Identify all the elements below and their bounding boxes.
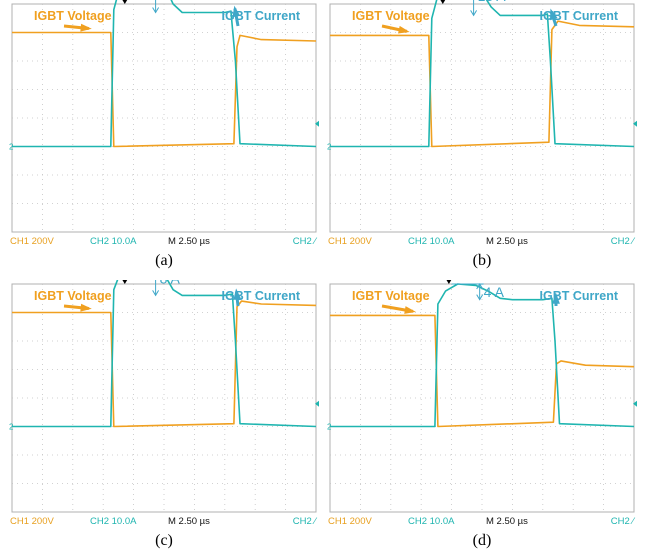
ch2-scale: CH2 10.0A (90, 236, 137, 247)
timebase: M 2.50 µs (486, 516, 528, 527)
scope-panel-d: 2 4 A IGBT Voltage IGBT Current CH1 200V CH2 … (326, 280, 638, 554)
timebase: M 2.50 µs (168, 516, 210, 527)
caption-a: (a) (155, 252, 173, 269)
current-label: IGBT Current (222, 289, 301, 303)
trigger-level-marker (315, 400, 319, 407)
current-arrowhead (233, 288, 242, 300)
trigger-source: CH2 ∕ (611, 516, 636, 527)
scope-panel-c: 2 8 A IGBT Voltage IGBT Current CH1 200V CH2 … (8, 280, 320, 554)
annotation-arrowhead-bottom (470, 10, 478, 17)
voltage-arrowhead (80, 303, 92, 312)
current-waveform (12, 0, 317, 148)
caption-b: (b) (472, 252, 492, 269)
trigger-source: CH2 ∕ (293, 516, 318, 527)
trigger-position-marker (122, 280, 128, 284)
voltage-waveform (12, 300, 317, 428)
trigger-level-marker (633, 400, 637, 407)
ch2-ground-marker: 2 (327, 143, 332, 152)
voltage-waveform (330, 314, 635, 428)
annotation-arrowhead-top (476, 283, 484, 290)
ch2-scale: CH2 10.0A (408, 236, 455, 247)
current-waveform (330, 0, 635, 148)
scope-panel-b: 2 13 A IGBT Voltage IGBT Current CH1 200V CH2… (326, 0, 638, 274)
current-arrowhead (550, 8, 558, 21)
peak-overshoot-label: 4 A (484, 284, 505, 300)
annotation-arrowhead-bottom (476, 294, 484, 301)
voltage-arrowhead (398, 25, 410, 34)
ch1-scale: CH1 200V (328, 516, 372, 527)
current-arrowhead (552, 292, 560, 304)
oscilloscope-screen-c: 2 8 A IGBT Voltage IGBT Current CH1 200V CH2 … (8, 280, 320, 528)
oscilloscope-screen-b: 2 13 A IGBT Voltage IGBT Current CH1 200V CH2… (326, 0, 638, 248)
current-label: IGBT Current (540, 9, 619, 23)
ch1-scale: CH1 200V (10, 516, 54, 527)
caption-c: (c) (155, 532, 173, 549)
ch2-ground-marker: 2 (9, 423, 14, 432)
trigger-level-marker (315, 120, 319, 127)
timebase: M 2.50 µs (486, 236, 528, 247)
ch2-ground-marker: 2 (9, 143, 14, 152)
voltage-label: IGBT Voltage (352, 289, 430, 303)
trigger-source: CH2 ∕ (293, 236, 318, 247)
trigger-position-marker (446, 280, 452, 284)
voltage-label: IGBT Voltage (34, 289, 112, 303)
caption-d: (d) (472, 532, 492, 549)
annotation-arrowhead-bottom (152, 7, 160, 14)
trigger-level-marker (633, 120, 637, 127)
trigger-source: CH2 ∕ (611, 236, 636, 247)
voltage-waveform (12, 31, 317, 148)
ch2-scale: CH2 10.0A (90, 516, 137, 527)
ch1-scale: CH1 200V (10, 236, 54, 247)
current-label: IGBT Current (222, 9, 301, 23)
trigger-position-marker (440, 0, 446, 4)
peak-overshoot-label: 8 A (160, 280, 181, 286)
voltage-waveform (330, 20, 635, 148)
ch1-scale: CH1 200V (328, 236, 372, 247)
annotation-arrowhead-bottom (152, 290, 160, 297)
voltage-label: IGBT Voltage (34, 9, 112, 23)
trigger-position-marker (122, 0, 128, 4)
current-waveform (330, 283, 635, 428)
peak-overshoot-label: 13 A (478, 0, 507, 4)
timebase: M 2.50 µs (168, 236, 210, 247)
ch2-ground-marker: 2 (327, 423, 332, 432)
current-arrowhead (232, 5, 241, 18)
voltage-arrowhead (404, 306, 416, 314)
oscilloscope-screen-d: 2 4 A IGBT Voltage IGBT Current CH1 200V CH2 … (326, 280, 638, 528)
voltage-arrowhead (80, 23, 92, 32)
current-waveform (12, 280, 317, 428)
current-label: IGBT Current (540, 289, 619, 303)
voltage-label: IGBT Voltage (352, 9, 430, 23)
ch2-scale: CH2 10.0A (408, 516, 455, 527)
